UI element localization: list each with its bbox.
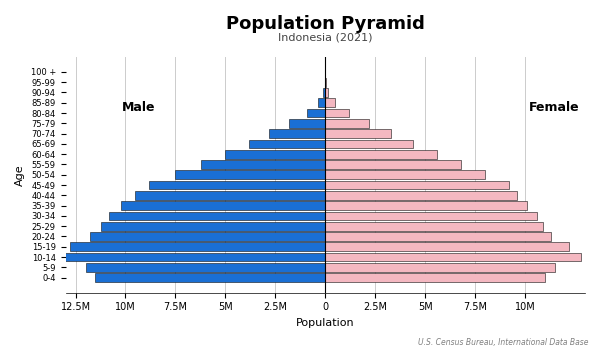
Bar <box>325 129 391 138</box>
Bar <box>325 222 543 231</box>
X-axis label: Population: Population <box>296 318 355 328</box>
Bar <box>325 243 569 251</box>
Bar <box>269 129 325 138</box>
Bar <box>226 150 325 159</box>
Bar <box>289 119 325 128</box>
Bar <box>325 88 328 97</box>
Bar <box>307 108 325 117</box>
Bar <box>325 170 485 179</box>
Bar <box>121 201 325 210</box>
Bar <box>323 88 325 97</box>
Bar <box>325 263 555 272</box>
Title: Population Pyramid: Population Pyramid <box>226 15 425 33</box>
Y-axis label: Age: Age <box>15 164 25 186</box>
Bar <box>325 160 461 169</box>
Bar <box>62 253 325 261</box>
Bar <box>86 263 325 272</box>
Bar <box>149 181 325 189</box>
Bar <box>325 150 437 159</box>
Bar <box>325 211 537 220</box>
Bar <box>250 140 325 148</box>
Bar <box>325 140 413 148</box>
Bar <box>95 273 325 282</box>
Text: Indonesia (2021): Indonesia (2021) <box>278 33 373 43</box>
Bar <box>175 170 325 179</box>
Bar <box>325 181 509 189</box>
Text: U.S. Census Bureau, International Data Base: U.S. Census Bureau, International Data B… <box>418 337 588 346</box>
Bar <box>70 243 325 251</box>
Bar <box>325 253 581 261</box>
Bar <box>89 232 325 241</box>
Bar <box>325 119 369 128</box>
Bar <box>325 232 551 241</box>
Bar <box>325 108 349 117</box>
Bar <box>101 222 325 231</box>
Bar <box>202 160 325 169</box>
Bar <box>325 78 326 86</box>
Bar <box>325 98 335 107</box>
Text: Male: Male <box>122 102 155 114</box>
Bar <box>325 191 517 200</box>
Bar <box>325 201 527 210</box>
Bar <box>325 273 545 282</box>
Bar <box>136 191 325 200</box>
Text: Female: Female <box>529 102 579 114</box>
Bar <box>318 98 325 107</box>
Bar <box>109 211 325 220</box>
